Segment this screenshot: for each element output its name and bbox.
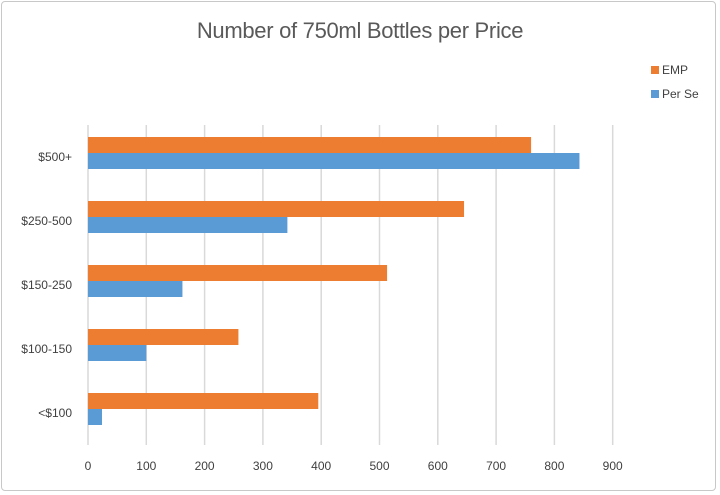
x-tick-label: 500 (369, 459, 389, 473)
x-tick-label: 900 (603, 459, 623, 473)
x-tick-label: 300 (253, 459, 273, 473)
bar-emp (88, 201, 465, 217)
legend-label: EMP (662, 63, 688, 77)
legend-swatch-per-se (651, 90, 659, 98)
y-tick-label: <$100 (38, 406, 72, 420)
y-tick-label: $250-500 (21, 214, 72, 228)
y-tick-label: $500+ (38, 150, 72, 164)
y-tick-label: $100-150 (21, 342, 72, 356)
bar-emp (88, 137, 532, 153)
x-tick-label: 400 (311, 459, 331, 473)
chart-title: Number of 750ml Bottles per Price (196, 18, 524, 43)
bar-per-se (88, 153, 580, 169)
x-tick-label: 200 (195, 459, 215, 473)
legend-label: Per Se (662, 87, 699, 101)
bar-per-se (88, 281, 183, 297)
x-tick-label: 600 (428, 459, 448, 473)
legend-swatch-emp (651, 66, 659, 74)
bar-per-se (88, 409, 102, 425)
bar-emp (88, 393, 319, 409)
x-tick-label: 100 (136, 459, 156, 473)
x-tick-label: 800 (544, 459, 564, 473)
bar-emp (88, 329, 239, 345)
x-tick-label: 0 (85, 459, 92, 473)
x-tick-label: 700 (486, 459, 506, 473)
bar-emp (88, 265, 388, 281)
y-tick-label: $150-250 (21, 278, 72, 292)
bar-per-se (88, 345, 147, 361)
bar-per-se (88, 217, 288, 233)
